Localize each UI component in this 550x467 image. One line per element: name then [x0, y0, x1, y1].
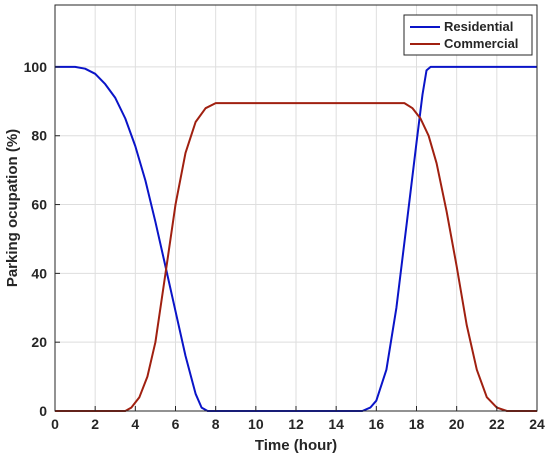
y-tick-label-5: 100 — [24, 59, 48, 75]
x-tick-label-9: 18 — [409, 416, 425, 432]
legend-label-commercial: Commercial — [444, 36, 518, 51]
y-tick-label-3: 60 — [31, 197, 47, 213]
x-tick-label-12: 24 — [529, 416, 545, 432]
x-tick-label-4: 8 — [212, 416, 220, 432]
x-tick-label-11: 22 — [489, 416, 505, 432]
x-tick-label-3: 6 — [172, 416, 180, 432]
x-tick-label-0: 0 — [51, 416, 59, 432]
x-tick-label-7: 14 — [328, 416, 344, 432]
x-tick-label-1: 2 — [91, 416, 99, 432]
y-tick-label-2: 40 — [31, 265, 47, 281]
x-tick-label-2: 4 — [131, 416, 139, 432]
x-tick-label-10: 20 — [449, 416, 465, 432]
legend: Residential Commercial — [403, 14, 533, 56]
x-tick-label-8: 16 — [369, 416, 385, 432]
series-line-commercial — [55, 102, 537, 412]
y-axis-label: Parking ocupation (%) — [4, 129, 21, 287]
x-axis-label: Time (hour) — [255, 437, 337, 454]
y-tick-label-4: 80 — [31, 128, 47, 144]
y-tick-label-0: 0 — [39, 403, 47, 419]
legend-box — [403, 14, 533, 56]
x-tick-label-5: 10 — [248, 416, 264, 432]
y-tick-label-1: 20 — [31, 334, 47, 350]
x-tick-label-6: 12 — [288, 416, 304, 432]
legend-label-residential: Residential — [444, 19, 513, 34]
